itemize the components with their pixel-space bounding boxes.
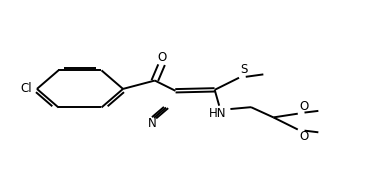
Text: HN: HN: [208, 107, 226, 120]
Text: O: O: [299, 130, 308, 143]
Text: O: O: [157, 51, 166, 64]
Text: O: O: [299, 100, 308, 113]
Text: S: S: [241, 63, 248, 76]
Text: N: N: [148, 117, 156, 130]
Text: Cl: Cl: [21, 82, 32, 95]
